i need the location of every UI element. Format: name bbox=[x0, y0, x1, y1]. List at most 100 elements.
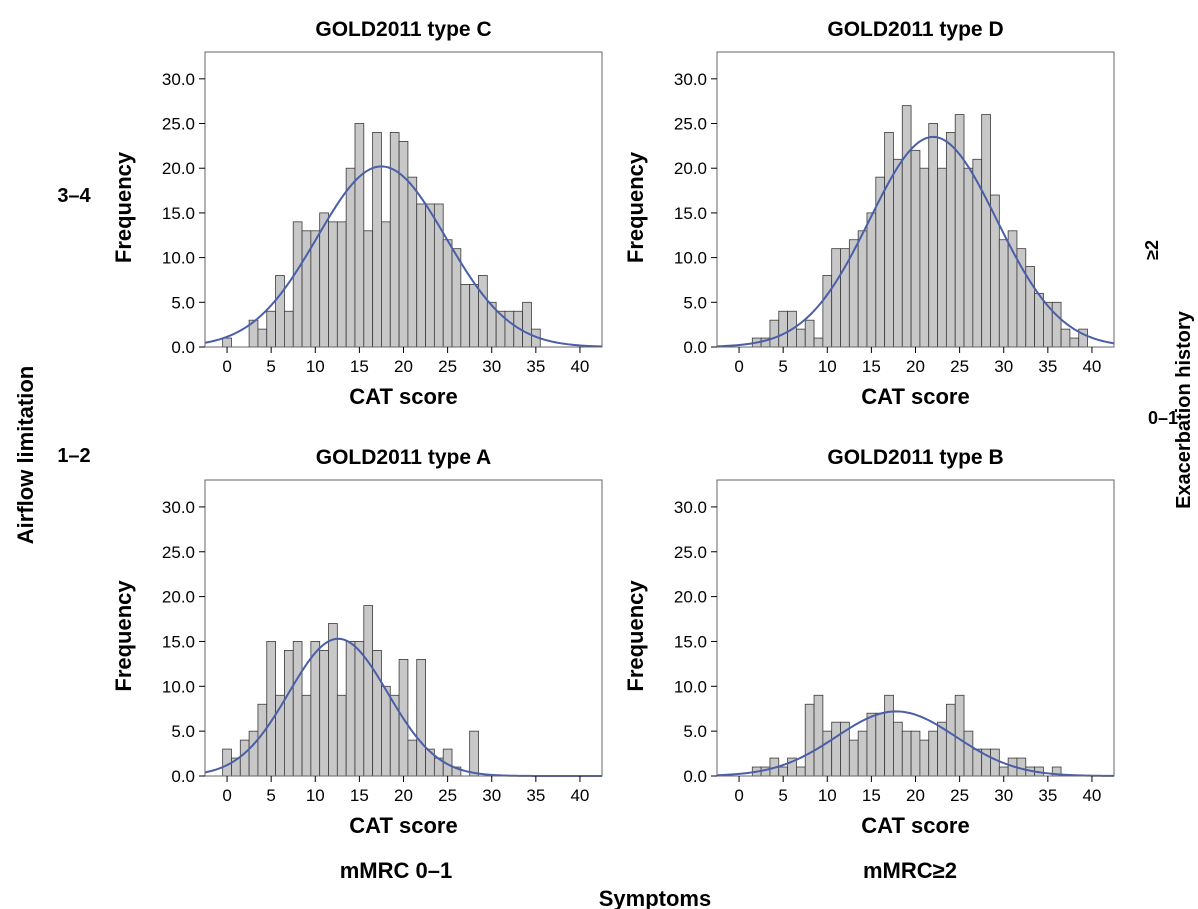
histogram-bar bbox=[372, 132, 382, 348]
histogram-bar bbox=[998, 766, 1009, 777]
normal-curve bbox=[716, 135, 1115, 348]
histogram-bar bbox=[266, 641, 276, 777]
y-tick-label: 15.0 bbox=[674, 632, 707, 651]
histogram-bar bbox=[796, 766, 806, 777]
normal-curve bbox=[204, 165, 603, 348]
y-tick-label: 10.0 bbox=[162, 677, 195, 696]
histogram-bar bbox=[283, 310, 294, 348]
y-tick-label: 20.0 bbox=[162, 588, 195, 607]
x-tick-label: 30 bbox=[482, 786, 501, 805]
x-tick-label: 25 bbox=[950, 786, 969, 805]
x-axis-label: CAT score bbox=[861, 384, 969, 409]
histogram-bar bbox=[901, 105, 912, 348]
histogram-bar bbox=[319, 212, 329, 348]
histogram-bar bbox=[822, 730, 833, 777]
histogram-bar bbox=[328, 221, 338, 348]
histogram-bar bbox=[283, 650, 294, 777]
chart-panel-3: 0.0 5.0 10.0 15.0 20.0 25.0 30.0 0 5 10 15 20 25 30 35… bbox=[623, 446, 1115, 838]
histogram-bar bbox=[963, 167, 974, 348]
column-label-left: mMRC 0–1 bbox=[340, 858, 452, 883]
histogram-bar bbox=[266, 310, 276, 348]
histogram-bar bbox=[345, 167, 356, 348]
histogram-bar bbox=[310, 230, 321, 348]
histogram-bar bbox=[504, 310, 515, 348]
x-tick-label: 5 bbox=[266, 786, 275, 805]
histogram-bar bbox=[972, 748, 983, 777]
x-tick-label: 10 bbox=[306, 357, 325, 376]
histogram-bar bbox=[822, 275, 833, 348]
y-tick-label: 10.0 bbox=[674, 677, 707, 696]
histogram-bar bbox=[310, 641, 321, 777]
histogram-bar bbox=[222, 337, 232, 348]
x-tick-label: 20 bbox=[906, 786, 925, 805]
normal-curve bbox=[716, 710, 1115, 777]
y-tick-label: 20.0 bbox=[162, 159, 195, 178]
histogram-bar bbox=[928, 730, 938, 777]
x-tick-label: 30 bbox=[482, 357, 501, 376]
histogram-bar bbox=[363, 230, 374, 348]
histogram-bar bbox=[407, 176, 418, 348]
histogram-bar bbox=[381, 221, 391, 348]
x-tick-label: 25 bbox=[438, 357, 457, 376]
histogram-bar bbox=[893, 721, 903, 777]
histogram-bar bbox=[239, 739, 250, 777]
y-tick-label: 20.0 bbox=[674, 588, 707, 607]
histogram-bar bbox=[919, 739, 930, 777]
right-label-top: ≥2 bbox=[1142, 240, 1162, 260]
y-tick-label: 15.0 bbox=[162, 204, 195, 223]
y-tick-label: 10.0 bbox=[674, 249, 707, 268]
histogram-bar bbox=[919, 167, 930, 348]
histogram-bar bbox=[389, 694, 400, 777]
x-tick-label: 10 bbox=[818, 357, 837, 376]
x-tick-label: 35 bbox=[526, 357, 545, 376]
histogram-bar bbox=[954, 694, 965, 777]
histogram-bar bbox=[1025, 266, 1036, 348]
x-tick-label: 5 bbox=[266, 357, 275, 376]
y-tick-label: 25.0 bbox=[162, 115, 195, 134]
histogram-bar bbox=[1069, 337, 1080, 348]
x-tick-label: 25 bbox=[438, 786, 457, 805]
histogram-bar bbox=[469, 284, 479, 348]
y-axis-label: Frequency bbox=[111, 151, 136, 263]
chart-panel-1: 0.0 5.0 10.0 15.0 20.0 25.0 30.0 0 5 10 15 20 25 30 35… bbox=[623, 18, 1115, 409]
histogram-bar bbox=[1051, 301, 1062, 348]
x-tick-label: 15 bbox=[862, 786, 881, 805]
right-axis-title: Exacerbation history bbox=[1173, 310, 1195, 509]
histogram-bar bbox=[257, 703, 268, 777]
x-tick-label: 30 bbox=[994, 357, 1013, 376]
x-axis-label: CAT score bbox=[349, 384, 457, 409]
y-tick-label: 0.0 bbox=[683, 338, 707, 357]
x-tick-label: 20 bbox=[394, 786, 413, 805]
y-tick-label: 30.0 bbox=[674, 70, 707, 89]
y-tick-label: 0.0 bbox=[683, 767, 707, 786]
chart-panel-2: 0.0 5.0 10.0 15.0 20.0 25.0 30.0 0 5 10 15 20 25 30 35… bbox=[111, 446, 603, 838]
histogram-bar bbox=[831, 721, 841, 777]
chart-title: GOLD2011 type C bbox=[315, 18, 491, 41]
histogram-bar bbox=[945, 703, 956, 777]
histogram-bar bbox=[354, 641, 365, 777]
histogram-bar bbox=[866, 712, 877, 777]
x-tick-label: 40 bbox=[1082, 357, 1101, 376]
chart-title: GOLD2011 type A bbox=[316, 446, 491, 469]
x-tick-label: 10 bbox=[306, 786, 325, 805]
x-tick-label: 10 bbox=[818, 786, 837, 805]
histogram-bar bbox=[336, 221, 347, 348]
histogram-bar bbox=[301, 694, 312, 777]
histogram-bar bbox=[848, 739, 859, 777]
histogram-bar bbox=[363, 605, 374, 777]
chart-title: GOLD2011 type D bbox=[827, 18, 1003, 41]
histogram-bar bbox=[981, 114, 991, 348]
y-tick-label: 25.0 bbox=[674, 543, 707, 562]
histogram-bar bbox=[1007, 230, 1018, 348]
y-tick-label: 30.0 bbox=[674, 498, 707, 517]
chart-title: GOLD2011 type B bbox=[827, 446, 1003, 469]
histogram-bar bbox=[345, 641, 356, 777]
histogram-bar bbox=[937, 167, 947, 348]
histogram-bar bbox=[804, 319, 815, 348]
histogram-bar bbox=[416, 658, 426, 777]
row-label-top: 3–4 bbox=[57, 185, 91, 207]
y-tick-label: 5.0 bbox=[171, 293, 195, 312]
histogram-bar bbox=[769, 319, 780, 348]
histogram-bar bbox=[275, 275, 285, 348]
